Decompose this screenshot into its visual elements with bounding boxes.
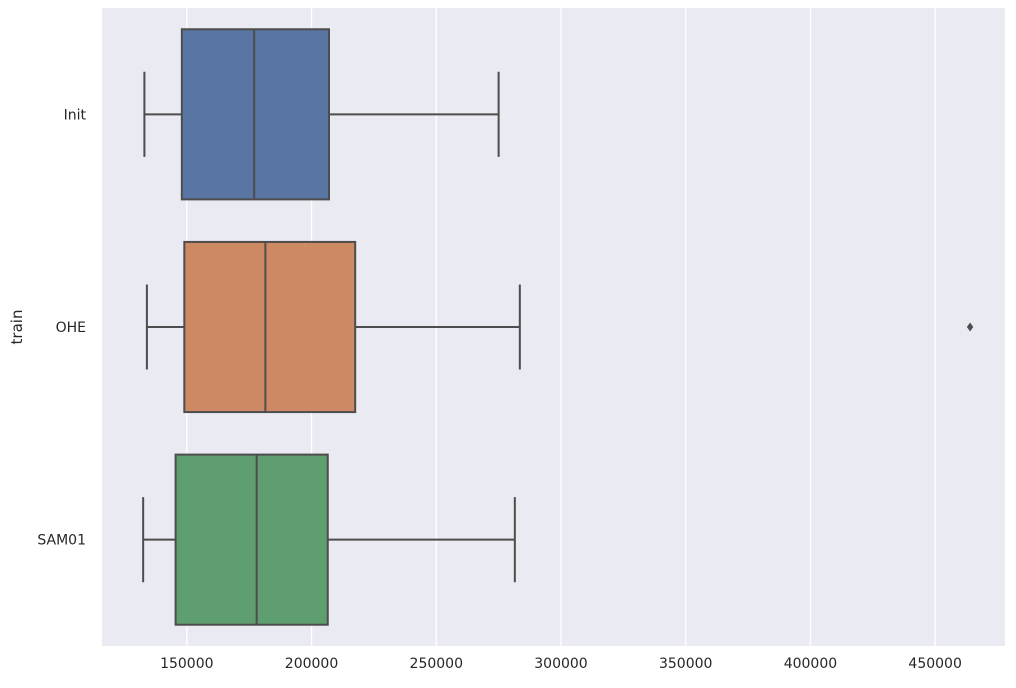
x-tick-label: 250000 (410, 656, 463, 672)
iqr-box (183, 240, 357, 414)
box-sam01 (142, 453, 516, 626)
iqr-box (174, 453, 329, 626)
boxes (142, 28, 974, 626)
y-tick-label: Init (64, 107, 87, 123)
x-tick-label: 400000 (784, 656, 837, 672)
outlier-point (966, 322, 974, 332)
box-init (143, 28, 500, 201)
y-tick-labels: Init OHE SAM01 (37, 107, 86, 548)
y-axis-label: train (8, 310, 26, 345)
iqr-box (180, 28, 330, 201)
y-tick-label: OHE (56, 320, 86, 336)
x-tick-label: 350000 (659, 656, 712, 672)
x-tick-label: 300000 (534, 656, 587, 672)
x-tick-label: 200000 (285, 656, 338, 672)
x-tick-labels: 150000 200000 250000 300000 350000 400000 4500… (160, 656, 962, 672)
y-tick-label: SAM01 (37, 533, 86, 549)
x-tick-label: 450000 (908, 656, 961, 672)
x-tick-label: 150000 (160, 656, 213, 672)
box-ohe (145, 240, 974, 414)
